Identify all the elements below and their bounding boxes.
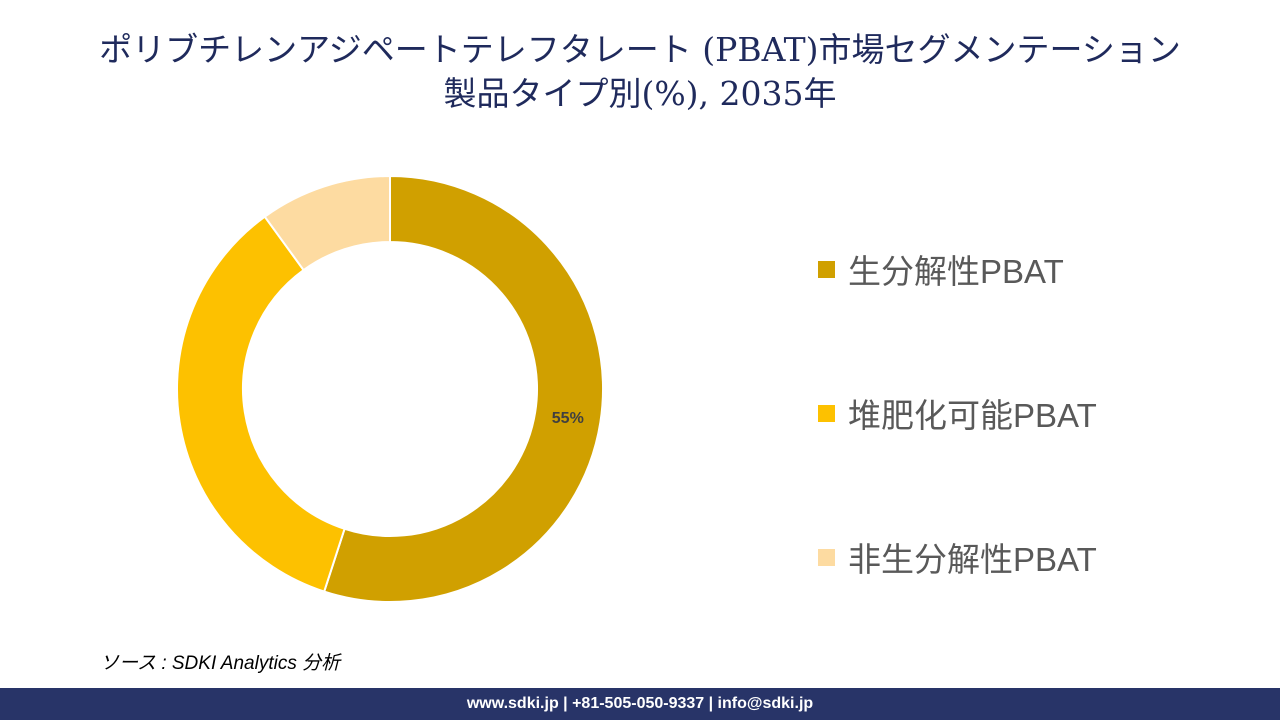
title-line-2: 製品タイプ別(%), 2035年 — [443, 74, 837, 113]
legend-label: 生分解性PBAT — [848, 253, 1064, 290]
data-label: 55% — [552, 410, 584, 427]
legend-item: 堆肥化可能PBAT — [818, 389, 1097, 437]
legend-label: 堆肥化可能PBAT — [848, 397, 1097, 434]
legend-label: 非生分解性PBAT — [848, 541, 1097, 578]
title-line-1: ポリブチレンアジペートテレフタレート (PBAT)市場セグメンテーション — [99, 30, 1181, 69]
source-note: ソース : SDKI Analytics 分析 — [100, 653, 341, 674]
legend-swatch — [818, 404, 835, 422]
donut-slice — [322, 174, 604, 603]
legend-swatch — [818, 548, 835, 566]
legend-swatch — [818, 260, 835, 278]
legend-item: 生分解性PBAT — [818, 245, 1064, 293]
legend-item: 非生分解性PBAT — [818, 533, 1097, 581]
footer-contact: www.sdki.jp | +81-505-050-9337 | info@sd… — [0, 688, 1280, 720]
donut-slice — [176, 215, 346, 593]
chart-title: ポリブチレンアジペートテレフタレート (PBAT)市場セグメンテーション 製品タ… — [0, 28, 1280, 116]
donut-slice — [263, 174, 391, 272]
